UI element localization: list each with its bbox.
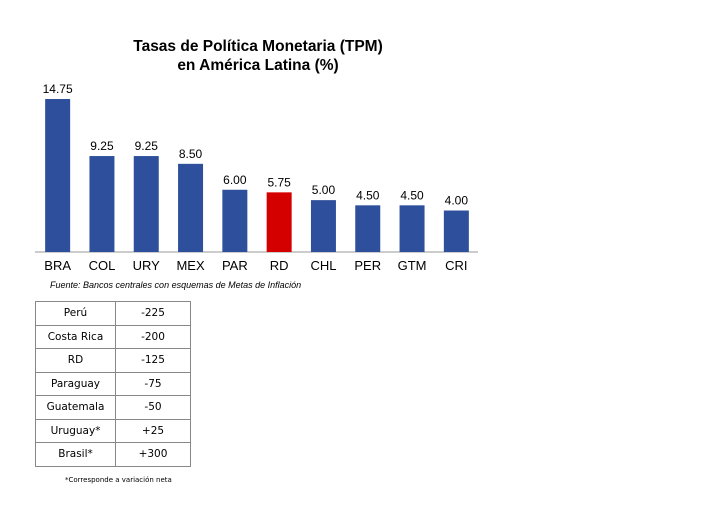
bar-cri [443,210,469,252]
bar-bra [45,99,71,252]
bar-per [355,205,381,252]
data-label-ury: 9.25 [135,139,159,153]
tick-label-chl: CHL [310,258,336,273]
tick-label-mex: MEX [176,258,205,273]
chart-title-line-1: Tasas de Política Monetaria (TPM) [133,38,383,55]
table-row: Perú -225 [35,301,191,326]
tick-label-par: PAR [222,258,248,273]
data-label-mex: 8.50 [179,147,203,161]
data-label-col: 9.25 [90,139,114,153]
table-cell-change: -225 [115,301,191,326]
bar-mex [178,163,204,252]
data-label-chl: 5.00 [312,183,336,197]
table-row: Costa Rica -200 [35,324,191,349]
bar-col [89,156,115,252]
tick-label-ury: URY [133,258,161,273]
table-cell-change: -50 [115,395,191,420]
table-row: Brasil* +300 [35,442,191,467]
data-label-per: 4.50 [356,188,380,202]
tick-label-cri: CRI [445,258,467,273]
source-note: Fuente: Bancos centrales con esquemas de… [50,280,302,290]
bar-gtm [399,205,425,252]
data-label-gtm: 4.50 [400,188,424,202]
bar-rd [266,192,292,252]
table-row: Guatemala -50 [35,395,191,420]
bar-chart: 14.75 BRA 9.25 COL 9.25 URY 8.50 MEX 6.00 PAR 5.75… [35,82,478,273]
data-label-cri: 4.00 [445,194,469,208]
table-cell-change: +25 [115,418,191,443]
bar-par [222,189,248,252]
table-cell-country: Perú [35,301,116,326]
table-cell-change: +300 [115,442,191,467]
table-cell-change: -75 [115,371,191,396]
table-cell-country: RD [35,348,116,373]
table-cell-country: Costa Rica [35,324,116,349]
data-label-par: 6.00 [223,173,247,187]
table-cell-change: -125 [115,348,191,373]
tick-label-gtm: GTM [398,258,427,273]
chart-title-line-2: en América Latina (%) [177,57,339,74]
table-row: RD -125 [35,348,191,373]
tick-label-per: PER [354,258,381,273]
table-row: Uruguay* +25 [35,418,191,443]
table-cell-country: Paraguay [35,371,116,396]
rate-change-table: Perú -225 Costa Rica -200 RD -125 Paraguay -75 G… [35,301,191,467]
table-row: Paraguay -75 [35,371,191,396]
table-cell-country: Brasil* [35,442,116,467]
data-label-bra: 14.75 [43,82,73,96]
table-cell-country: Guatemala [35,395,116,420]
table-cell-country: Uruguay* [35,418,116,443]
table-cell-change: -200 [115,324,191,349]
tick-label-rd: RD [270,258,289,273]
bar-chl [310,200,336,252]
data-label-rd: 5.75 [267,175,291,189]
tick-label-col: COL [89,258,116,273]
chart-title: Tasas de Política Monetaria (TPM) en Amé… [118,37,398,75]
tick-label-bra: BRA [44,258,71,273]
table-footnote: *Corresponde a variación neta [65,476,172,484]
bar-ury [133,156,159,252]
